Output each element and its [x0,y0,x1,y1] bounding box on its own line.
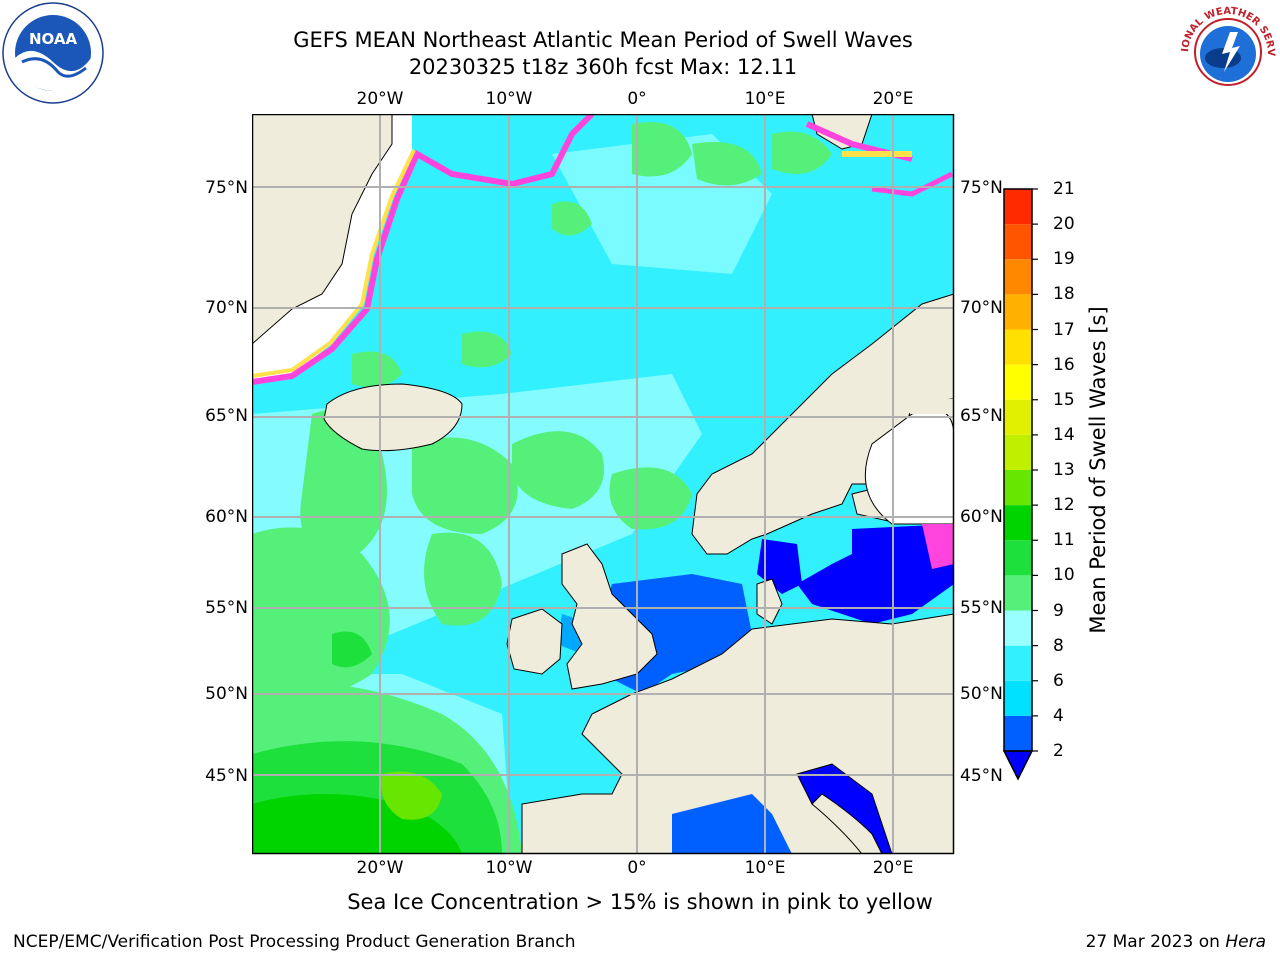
colorbar-tick-label: 6 [1053,670,1064,691]
colorbar-tick-label: 2 [1053,741,1064,761]
colorbar-bin [1004,505,1032,541]
colorbar-bin [1004,259,1032,295]
sea-ice-footnote: Sea Ice Concentration > 15% is shown in … [347,890,933,914]
colorbar-tick-label: 8 [1053,635,1064,656]
colorbar-tick-label: 13 [1053,460,1075,480]
colorbar-title: Mean Period of Swell Waves [s] [1086,306,1110,634]
colorbar-tick-label: 17 [1053,319,1075,340]
lat-label-right-60n: 60°N [960,507,1003,527]
lat-label-left-75n: 75°N [205,178,248,198]
noaa-logo-text: NOAA [29,30,78,48]
colorbar-bin [1004,470,1032,506]
colorbar-tick-label: 4 [1053,705,1064,726]
host-name: Hera [1225,932,1266,952]
colorbar-bin [1004,715,1032,751]
lat-label-right-45n: 45°N [960,766,1003,786]
date-text: 27 Mar 2023 on [1085,932,1226,952]
lat-label-right-65n: 65°N [960,406,1003,426]
great-britain-land [561,543,658,690]
map-subtitle: 20230325 t18z 360h fcst Max: 12.11 [408,55,798,79]
lon-label-bottom-20w: 20°W [356,858,404,878]
colorbar-tick-label: 12 [1053,495,1075,516]
colorbar-tick-label: 10 [1053,565,1075,586]
lat-label-right-70n: 70°N [960,298,1003,318]
colorbar-tick-label: 18 [1053,284,1075,305]
lon-label-bottom-0: 0° [627,858,647,878]
colorbar-bin [1004,575,1032,611]
lat-label-left-50n: 50°N [205,684,248,704]
baltic-sea [797,524,954,624]
lat-label-left-65n: 65°N [205,406,248,426]
swell-period-map [252,114,955,855]
colorbar-tick-label: 9 [1053,600,1064,621]
lat-label-left-60n: 60°N [205,507,248,527]
map-frame [252,114,955,855]
lat-label-right-55n: 55°N [960,598,1003,618]
colorbar-bin [1004,434,1032,470]
lon-label-top-20e: 20°E [872,89,914,109]
map-title: GEFS MEAN Northeast Atlantic Mean Period… [293,28,913,52]
lon-label-bottom-10w: 10°W [485,858,533,878]
lon-label-top-0: 0° [627,89,647,109]
colorbar-bin [1004,610,1032,646]
lat-label-left-70n: 70°N [205,298,248,318]
sea-ice-edge [252,114,595,385]
lon-label-bottom-10e: 10°E [744,858,786,878]
colorbar-tick-label: 11 [1053,530,1075,551]
colorbar-tick-label: 14 [1053,424,1075,445]
producer-credit: NCEP/EMC/Verification Post Processing Pr… [13,932,576,952]
lat-label-right-50n: 50°N [960,684,1003,704]
colorbar-bin [1004,189,1032,225]
nws-logo: NATIONAL WEATHER SERVICE [1174,0,1278,102]
colorbar-bin [1004,364,1032,400]
ireland-land [506,608,563,675]
lat-label-left-55n: 55°N [205,598,248,618]
lon-label-top-10e: 10°E [744,89,786,109]
noaa-logo: NOAA [2,2,104,104]
colorbar-bin [1004,329,1032,365]
lat-label-left-45n: 45°N [205,766,248,786]
colorbar-tick-label: 21 [1053,179,1075,199]
colorbar-bin [1004,645,1032,681]
colorbar-tick-label: 16 [1053,354,1075,375]
colorbar [1002,188,1038,781]
colorbar-tick-label: 15 [1053,389,1075,410]
lat-label-right-75n: 75°N [960,178,1003,198]
lon-label-bottom-20e: 20°E [872,858,914,878]
lon-label-top-20w: 20°W [356,89,404,109]
colorbar-tick-label: 20 [1053,214,1075,235]
graticule [252,114,954,854]
colorbar-extend-arrow [1002,750,1034,781]
colorbar-bin [1004,399,1032,435]
colorbar-bin [1004,224,1032,260]
mediterranean-sea [672,794,792,854]
colorbar-bin [1004,294,1032,330]
colorbar-bin [1004,680,1032,716]
colorbar-bin [1004,540,1032,576]
lon-label-top-10w: 10°W [485,89,533,109]
greenland-land [252,114,393,345]
date-credit: 27 Mar 2023 on Hera [1086,932,1266,952]
colorbar-tick-label: 19 [1053,249,1075,270]
